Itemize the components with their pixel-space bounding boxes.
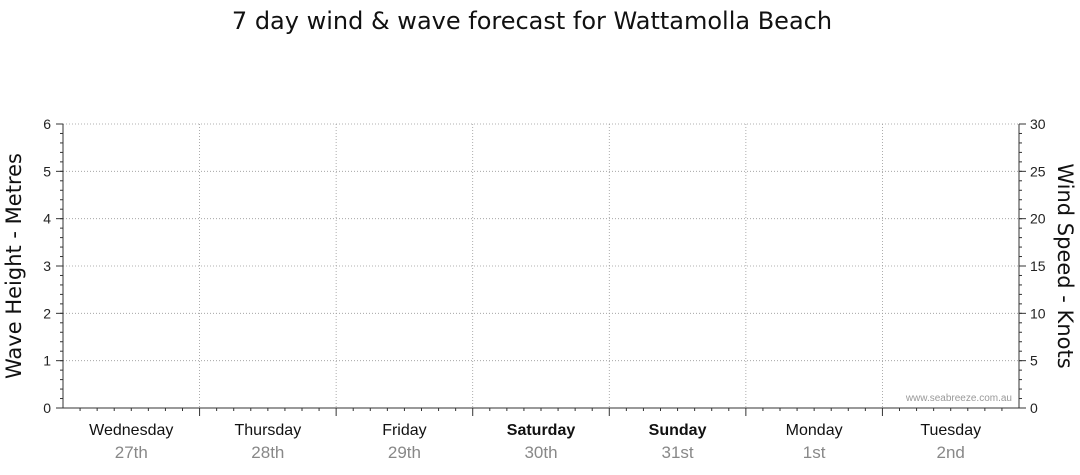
day-label: Monday: [786, 422, 843, 439]
day-label: Thursday: [235, 422, 302, 439]
right-tick-label: 15: [1030, 258, 1046, 274]
date-label: 31st: [662, 443, 694, 462]
date-label: 1st: [803, 443, 826, 462]
right-tick-label: 10: [1030, 305, 1046, 321]
right-tick-label: 0: [1030, 400, 1038, 416]
left-tick-label: 2: [43, 305, 51, 321]
left-tick-label: 3: [43, 258, 51, 274]
right-tick-label: 25: [1030, 163, 1046, 179]
right-axis-title: Wind Speed - Knots: [1053, 163, 1077, 368]
day-label: Sunday: [649, 422, 707, 439]
left-tick-label: 0: [43, 400, 51, 416]
right-tick-label: 20: [1030, 211, 1046, 227]
day-label: Tuesday: [920, 422, 981, 439]
date-label: 30th: [524, 443, 557, 462]
date-label: 2nd: [937, 443, 965, 462]
left-tick-label: 4: [43, 211, 51, 227]
right-y-ticks: 0 5 10 15 20 25 30: [1019, 116, 1046, 416]
day-label: Saturday: [507, 422, 576, 439]
date-label: 29th: [388, 443, 421, 462]
grid-lines: [63, 123, 1019, 408]
chart-title: 7 day wind & wave forecast for Wattamoll…: [232, 7, 832, 35]
day-label: Friday: [382, 422, 426, 439]
right-tick-label: 5: [1030, 353, 1038, 369]
left-tick-label: 6: [43, 116, 51, 132]
x-day-labels: Wednesday 27th Thursday 28th Friday 29th Satur…: [89, 422, 981, 462]
watermark: www.seabreeze.com.au: [905, 393, 1012, 404]
right-tick-label: 30: [1030, 116, 1046, 132]
left-tick-label: 1: [43, 353, 51, 369]
left-y-ticks: 0 1 2 3 4 5 6: [43, 116, 63, 416]
date-label: 27th: [115, 443, 148, 462]
axes: [62, 124, 1020, 416]
day-label: Wednesday: [89, 422, 173, 439]
date-label: 28th: [251, 443, 284, 462]
left-axis-title: Wave Height - Metres: [2, 153, 26, 379]
left-tick-label: 5: [43, 163, 51, 179]
